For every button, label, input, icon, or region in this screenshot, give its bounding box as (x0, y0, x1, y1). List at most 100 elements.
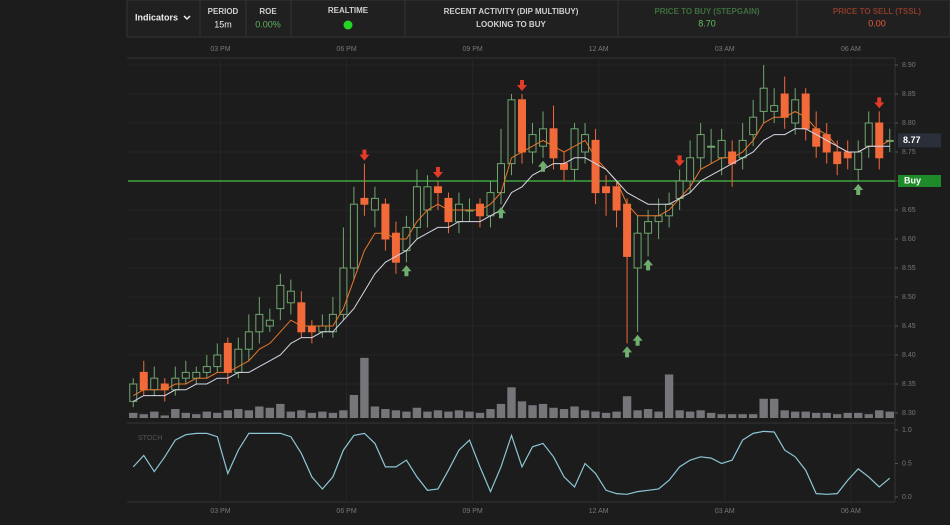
volume-bar (664, 374, 674, 418)
volume-bar (160, 415, 169, 418)
volume-bar (276, 403, 285, 418)
y-tick-label: 8.90 (902, 62, 916, 69)
volume-bar (738, 414, 747, 418)
buy-signal-arrow (622, 346, 633, 358)
candle-body (770, 105, 779, 112)
volume-bar (391, 410, 401, 418)
candle-body (696, 134, 705, 159)
y-tick-label: 8.45 (902, 323, 916, 330)
candle-body (602, 186, 611, 194)
y-tick-label: 8.65 (902, 207, 916, 214)
volume-bar (423, 411, 432, 418)
candle-body (686, 157, 695, 182)
sell-signal-arrow (874, 97, 885, 109)
candle-body (707, 145, 716, 148)
volume-bar (213, 412, 222, 418)
volume-bar (601, 412, 611, 418)
candle-body (496, 163, 505, 194)
candle-body (297, 302, 306, 333)
candle-body (213, 354, 222, 368)
x-tick-label: 03 AM (715, 46, 735, 53)
x-tick-label: 12 AM (589, 46, 609, 53)
y-tick-label: 8.40 (902, 352, 916, 359)
volume-bar (654, 411, 663, 418)
dropdown-chevron[interactable] (183, 15, 191, 21)
candle-body (812, 128, 821, 147)
volume-bar (696, 410, 705, 418)
buy-level-tag (898, 175, 941, 187)
volume-bar (790, 411, 800, 418)
volume-bar (339, 410, 348, 418)
volume-bar (349, 394, 359, 418)
y-tick-label: 8.55 (902, 265, 916, 272)
volume-bar (854, 412, 863, 418)
period-label: PERIOD (208, 7, 239, 16)
buy-signal-arrow (495, 207, 506, 219)
candle-body (560, 163, 569, 170)
y-tick-label: 8.35 (902, 381, 916, 388)
volume-bar (549, 407, 558, 418)
x-tick-label: 06 PM (336, 46, 356, 53)
candle-body (391, 232, 400, 263)
realtime-indicator (343, 20, 353, 30)
candle-body (192, 371, 201, 379)
candle-body (139, 371, 148, 391)
period-value[interactable]: 15m (214, 19, 232, 29)
candle-body (528, 134, 537, 153)
candle-body (412, 186, 421, 228)
volume-bar (811, 412, 821, 418)
last-price-tag (898, 133, 941, 148)
y-tick-label: 8.80 (902, 120, 916, 127)
y-tick-label: 8.60 (902, 236, 916, 243)
volume-bar (181, 412, 190, 418)
volume-bar (801, 411, 810, 418)
candle-body (370, 197, 379, 211)
stochastic-label: STOCH (138, 435, 162, 442)
volume-bar (139, 414, 148, 418)
candle-body (360, 197, 369, 205)
volume-bar (360, 357, 369, 418)
volume-bar (433, 410, 443, 418)
volume-bar (234, 409, 243, 418)
candle-body (549, 128, 558, 159)
activity-value: LOOKING TO BUY (476, 20, 546, 29)
volume-bar (580, 410, 590, 418)
volume-bar (444, 411, 453, 418)
candle-body (202, 366, 211, 373)
roe-value: 0.00% (255, 19, 281, 29)
volume-bar (370, 406, 380, 418)
volume-bar (885, 411, 894, 418)
candle-body (150, 377, 159, 391)
volume-bar (748, 414, 758, 418)
candle-body (433, 186, 442, 194)
buy-price-value: 8.70 (698, 18, 716, 28)
volume-bar (759, 398, 768, 418)
volume-bar (822, 412, 831, 418)
volume-bar (612, 411, 621, 418)
candle-body (381, 203, 390, 240)
y-tick-label: 8.75 (902, 149, 916, 156)
volume-bar (843, 412, 852, 418)
volume-bar (454, 410, 464, 418)
x-tick-label: 06 PM (336, 508, 356, 515)
x-tick-label: 06 AM (841, 46, 861, 53)
candle-body (423, 186, 432, 211)
volume-bar (780, 410, 789, 418)
candle-body (623, 203, 632, 257)
candle-body (307, 325, 316, 333)
candle-body (633, 232, 642, 269)
buy-signal-arrow (632, 334, 643, 346)
candle-body (265, 319, 274, 327)
volume-bar (864, 414, 873, 418)
candle-body (780, 93, 789, 118)
indicators-dropdown[interactable]: Indicators (135, 12, 178, 22)
y-tick-label: 0.5 (902, 460, 912, 467)
sell-signal-arrow (674, 155, 685, 167)
volume-bar (622, 396, 632, 418)
moving-average-line (133, 128, 890, 402)
candle-body (318, 325, 327, 333)
candle-body (717, 139, 726, 159)
y-tick-label: 1.0 (902, 427, 912, 434)
